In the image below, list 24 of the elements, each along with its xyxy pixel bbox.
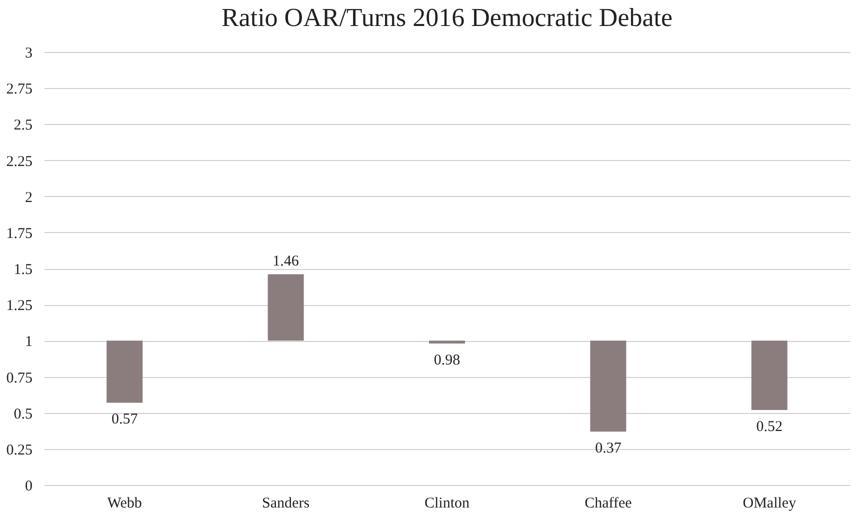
chart-title: Ratio OAR/Turns 2016 Democratic Debate [221, 3, 673, 32]
y-tick-label: 0.5 [14, 406, 32, 422]
y-tick-label: 2.25 [6, 154, 32, 170]
x-tick-label: Sanders [262, 496, 310, 512]
y-tick-label: 2.75 [6, 82, 32, 98]
y-tick-label: 2 [25, 190, 32, 206]
y-tick-label: 0.75 [6, 370, 32, 386]
x-tick-label: Chaffee [584, 496, 632, 512]
y-tick-label: 1.5 [14, 262, 32, 278]
y-tick-label: 2.5 [14, 118, 32, 134]
y-tick-label: 1.25 [6, 298, 32, 314]
data-label: 0.98 [434, 352, 460, 369]
data-label: 1.46 [272, 253, 300, 270]
y-tick-label: 0 [25, 478, 32, 494]
y-tick-label: 0.25 [6, 442, 32, 458]
x-tick-label: Clinton [424, 496, 470, 512]
y-tick-label: 1 [25, 334, 32, 350]
y-tick-label: 1.75 [6, 226, 32, 242]
data-label: 0.52 [756, 418, 783, 435]
x-tick-label: OMalley [742, 496, 797, 512]
data-label: 0.57 [111, 412, 138, 428]
data-label: 0.37 [595, 440, 622, 457]
x-tick-label: Webb [107, 496, 142, 512]
y-tick-label: 3 [25, 46, 32, 62]
